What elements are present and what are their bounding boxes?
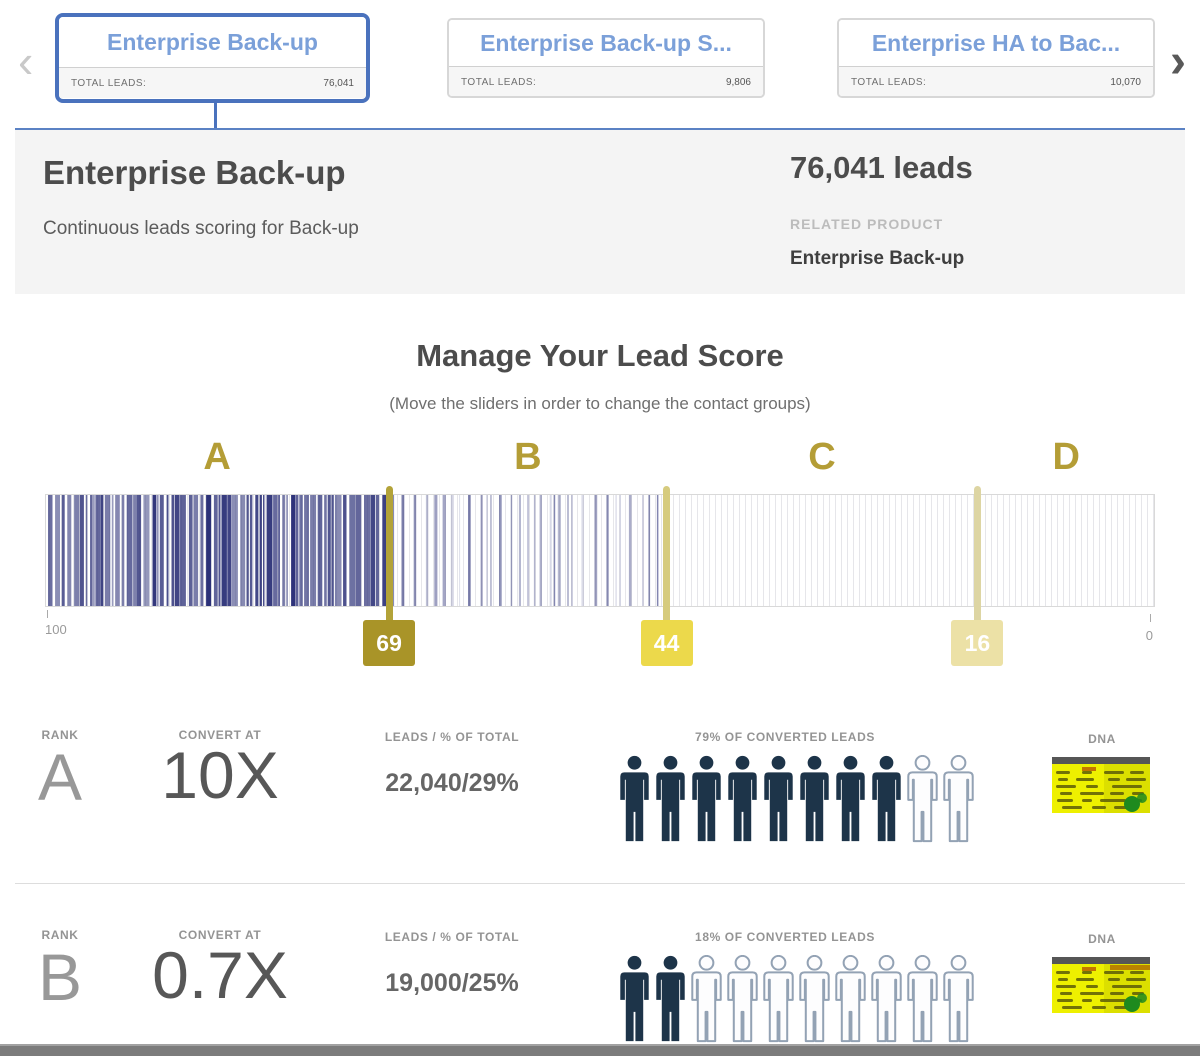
lead-score-histogram [45, 494, 1155, 607]
carousel-next-icon[interactable]: › [1170, 35, 1186, 88]
person-filled-icon [870, 755, 903, 848]
convert-at-label: CONVERT AT [178, 928, 262, 942]
slider-value-flag[interactable]: 16 [951, 620, 1004, 666]
product-card-footer: TOTAL LEADS: 9,806 [449, 66, 763, 96]
leads-percent-label: LEADS / % OF TOTAL [384, 730, 520, 744]
product-card-footer: TOTAL LEADS: 76,041 [59, 67, 366, 98]
selected-card-connector [214, 101, 217, 128]
leads-percent-label: LEADS / % OF TOTAL [384, 930, 520, 944]
product-card-title: Enterprise HA to Bac... [839, 20, 1153, 66]
carousel-prev-icon[interactable]: ‹ [18, 35, 34, 87]
product-title: Enterprise Back-up [43, 154, 346, 191]
person-outline-icon [726, 954, 759, 1048]
scale-min-label: 0 [1145, 628, 1153, 643]
leads-count: 76,041 leads [790, 150, 973, 185]
group-label-d: D [1052, 436, 1080, 478]
person-filled-icon [690, 755, 723, 848]
total-leads-value: 76,041 [323, 77, 354, 89]
slider-value-flag[interactable]: 69 [363, 620, 416, 666]
person-filled-icon [798, 755, 831, 848]
slider-value-flag[interactable]: 44 [640, 620, 693, 666]
person-outline-icon [906, 954, 939, 1048]
scale-max-label: 100 [45, 622, 67, 637]
total-leads-value: 10,070 [1110, 76, 1141, 88]
group-label-b: B [514, 436, 542, 478]
person-filled-icon [654, 755, 687, 848]
rank-value: A [37, 740, 83, 814]
person-filled-icon [618, 755, 651, 848]
converted-leads-label: 18% OF CONVERTED LEADS [695, 930, 875, 944]
leads-percent-value: 19,000/25% [385, 969, 519, 997]
product-card-title: Enterprise Back-up S... [449, 20, 763, 66]
person-outline-icon [942, 754, 975, 848]
related-product-value: Enterprise Back-up [790, 248, 965, 269]
person-outline-icon [798, 954, 831, 1048]
lead-score-widget: A B C D 69 44 16 100 0 [45, 438, 1155, 688]
bottom-scrollbar[interactable] [0, 1044, 1200, 1056]
product-card[interactable]: Enterprise HA to Bac... TOTAL LEADS: 10,07… [837, 18, 1155, 98]
person-outline-icon [834, 954, 867, 1048]
converted-leads-pictograph [618, 954, 975, 1048]
dna-label: DNA [1088, 932, 1116, 946]
product-card-footer: TOTAL LEADS: 10,070 [839, 66, 1153, 96]
total-leads-label: TOTAL LEADS: [71, 77, 147, 89]
group-label-a: A [203, 436, 231, 478]
dna-label: DNA [1088, 732, 1116, 746]
section-title: Manage Your Lead Score [416, 338, 784, 373]
rank-row-a: RANK A CONVERT AT 10X LEADS / % OF TOTAL 22,0… [0, 715, 1200, 883]
person-outline-icon [942, 954, 975, 1048]
convert-at-label: CONVERT AT [178, 728, 262, 742]
person-filled-icon [834, 755, 867, 848]
dna-thumbnail[interactable] [1052, 757, 1150, 815]
rank-row-b: RANK B CONVERT AT 0.7X LEADS / % OF TOTAL 19,… [0, 915, 1200, 1056]
person-filled-icon [762, 755, 795, 848]
rank-label: RANK [41, 728, 79, 742]
person-outline-icon [762, 954, 795, 1048]
product-card-title: Enterprise Back-up [59, 17, 366, 67]
related-product-label: RELATED PRODUCT [790, 216, 944, 232]
product-detail-panel: Enterprise Back-up Continuous leads scor… [15, 128, 1185, 294]
person-outline-icon [870, 954, 903, 1048]
converted-leads-pictograph [618, 754, 975, 848]
slider-handle-stem[interactable] [385, 486, 393, 626]
converted-leads-label: 79% OF CONVERTED LEADS [695, 730, 875, 744]
person-filled-icon [618, 955, 651, 1048]
slider-handle-stem[interactable] [973, 486, 981, 626]
slider-handle-stem[interactable] [663, 486, 671, 626]
rank-label: RANK [41, 928, 79, 942]
person-outline-icon [906, 754, 939, 848]
total-leads-value: 9,806 [725, 76, 751, 88]
total-leads-label: TOTAL LEADS: [461, 76, 537, 88]
leads-percent-value: 22,040/29% [385, 769, 519, 797]
rank-value: B [37, 940, 83, 1014]
convert-at-value: 0.7X [152, 938, 288, 1012]
product-card-selected[interactable]: Enterprise Back-up TOTAL LEADS: 76,041 [55, 13, 370, 103]
total-leads-label: TOTAL LEADS: [851, 76, 927, 88]
scale-tick-min [1150, 614, 1151, 622]
convert-at-value: 10X [161, 738, 279, 812]
person-filled-icon [726, 755, 759, 848]
section-subtitle: (Move the sliders in order to change the… [389, 394, 811, 413]
person-filled-icon [654, 955, 687, 1048]
group-label-c: C [808, 436, 836, 478]
product-card[interactable]: Enterprise Back-up S... TOTAL LEADS: 9,806 [447, 18, 765, 98]
person-outline-icon [690, 954, 723, 1048]
scale-tick-max [47, 610, 48, 618]
dna-thumbnail[interactable] [1052, 957, 1150, 1015]
rank-rows-divider [15, 883, 1185, 884]
product-subtitle: Continuous leads scoring for Back-up [43, 218, 359, 239]
